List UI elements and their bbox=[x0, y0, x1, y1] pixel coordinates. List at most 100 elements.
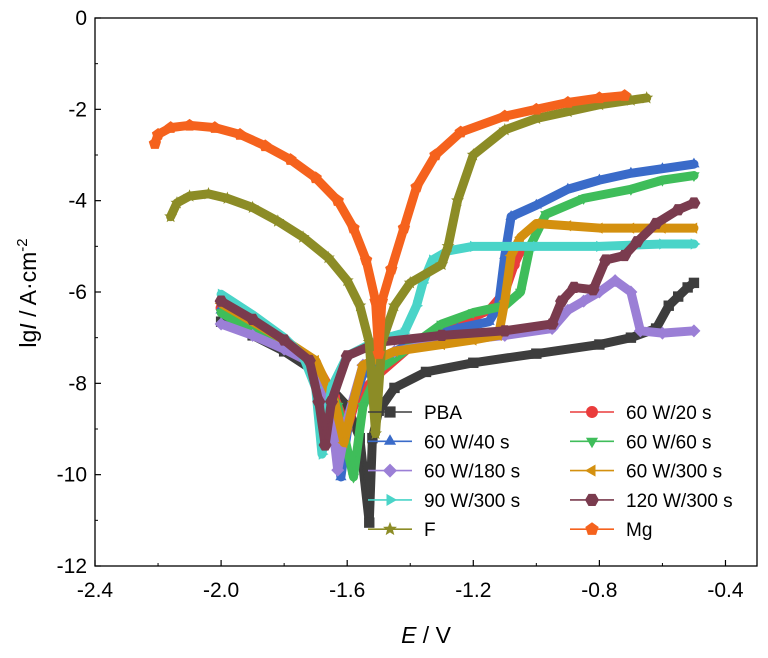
legend-marker bbox=[585, 522, 599, 535]
legend-item-90-w-300-s: 90 W/300 s bbox=[368, 491, 520, 512]
data-point bbox=[364, 517, 375, 528]
data-point bbox=[331, 194, 344, 206]
data-point bbox=[340, 350, 354, 362]
y-axis-unit: / A·cm bbox=[15, 252, 41, 324]
data-point bbox=[593, 91, 606, 104]
data-point bbox=[454, 125, 467, 138]
data-point bbox=[385, 262, 398, 275]
y-tick-label: 0 bbox=[75, 7, 87, 30]
data-point bbox=[599, 254, 613, 266]
data-point bbox=[359, 253, 373, 266]
data-point bbox=[655, 222, 666, 234]
data-point bbox=[672, 291, 684, 302]
x-axis-symbol: E bbox=[401, 622, 417, 648]
data-point bbox=[246, 313, 260, 326]
data-point bbox=[540, 211, 552, 221]
data-point bbox=[387, 345, 398, 357]
y-axis-prefix: lg bbox=[15, 330, 41, 348]
y-tick-label: -2 bbox=[68, 98, 87, 121]
data-point bbox=[215, 309, 227, 320]
data-point bbox=[655, 326, 669, 340]
data-point bbox=[687, 324, 701, 338]
x-axis: -2.4 -2.0 -1.6 -1.2 -0.8 -0.4 bbox=[77, 560, 744, 602]
data-point bbox=[688, 172, 700, 183]
data-point bbox=[302, 354, 316, 367]
data-point bbox=[183, 189, 197, 202]
y-tick-label: -12 bbox=[57, 555, 87, 578]
data-point bbox=[372, 347, 385, 359]
data-point bbox=[214, 317, 228, 331]
y-axis-label: lgI / A·cm-2 bbox=[14, 238, 41, 347]
legend-label: 60 W/40 s bbox=[424, 432, 510, 453]
data-point bbox=[624, 93, 638, 106]
legend-label: Mg bbox=[626, 520, 652, 541]
data-point bbox=[259, 139, 272, 152]
x-tick-label: -1.6 bbox=[329, 579, 365, 602]
data-point bbox=[545, 318, 559, 330]
y-axis-symbol: I bbox=[15, 323, 41, 330]
data-point bbox=[164, 121, 177, 133]
data-point bbox=[529, 217, 540, 230]
data-point bbox=[451, 322, 464, 332]
data-point bbox=[688, 157, 700, 168]
x-tick-label: -0.4 bbox=[707, 579, 744, 602]
data-point bbox=[624, 222, 635, 234]
data-point bbox=[389, 382, 400, 394]
data-point bbox=[625, 332, 637, 343]
legend-label: 60 W/300 s bbox=[626, 462, 722, 483]
legend-item-60-w-300-s: 60 W/300 s bbox=[570, 462, 722, 483]
data-point bbox=[504, 249, 515, 262]
data-point bbox=[467, 309, 479, 320]
data-point bbox=[555, 295, 569, 307]
data-point bbox=[271, 214, 285, 227]
data-point bbox=[671, 204, 685, 216]
data-point bbox=[151, 127, 165, 140]
data-point bbox=[441, 239, 455, 252]
data-point bbox=[498, 123, 512, 136]
legend-label: 60 W/20 s bbox=[626, 403, 712, 424]
data-point bbox=[640, 91, 654, 104]
y-tick-label: -10 bbox=[57, 464, 87, 487]
series-f bbox=[164, 91, 654, 440]
data-point bbox=[220, 191, 234, 204]
data-point bbox=[577, 195, 590, 205]
data-point bbox=[625, 186, 637, 196]
plot-frame bbox=[94, 17, 758, 567]
series-line-core bbox=[170, 97, 647, 435]
data-point bbox=[324, 395, 338, 408]
data-point bbox=[347, 473, 360, 484]
data-point bbox=[483, 315, 495, 325]
data-point bbox=[435, 257, 449, 271]
legend-item-120-w-300-s: 120 W/300 s bbox=[570, 491, 733, 512]
legend-label: PBA bbox=[424, 403, 462, 424]
series-layer bbox=[148, 89, 701, 528]
data-point bbox=[531, 348, 542, 359]
data-point bbox=[687, 197, 701, 209]
x-tick-label: -2.0 bbox=[203, 579, 239, 602]
x-tick-label: -1.2 bbox=[455, 579, 491, 602]
data-point bbox=[340, 273, 354, 287]
data-point bbox=[688, 277, 700, 289]
data-point bbox=[347, 395, 357, 408]
data-point bbox=[498, 295, 509, 307]
legend-item-mg: Mg bbox=[570, 520, 652, 541]
data-point bbox=[567, 281, 581, 294]
data-point bbox=[498, 325, 512, 337]
data-point bbox=[397, 221, 411, 234]
data-point bbox=[561, 220, 572, 232]
data-point bbox=[277, 334, 291, 346]
data-point bbox=[164, 209, 178, 223]
data-point bbox=[514, 231, 524, 243]
data-point bbox=[530, 198, 542, 209]
data-point bbox=[466, 148, 480, 161]
y-axis: 0 -2 -4 -6 -8 -10 -12 bbox=[57, 7, 101, 578]
legend-item-60-w-60-s: 60 W/60 s bbox=[570, 432, 712, 453]
data-point bbox=[618, 89, 631, 101]
data-point bbox=[633, 324, 647, 338]
y-axis-superscript: -2 bbox=[14, 238, 31, 251]
data-point bbox=[296, 230, 310, 243]
data-point bbox=[208, 121, 221, 133]
data-point bbox=[435, 338, 446, 351]
legend-marker bbox=[384, 406, 396, 418]
